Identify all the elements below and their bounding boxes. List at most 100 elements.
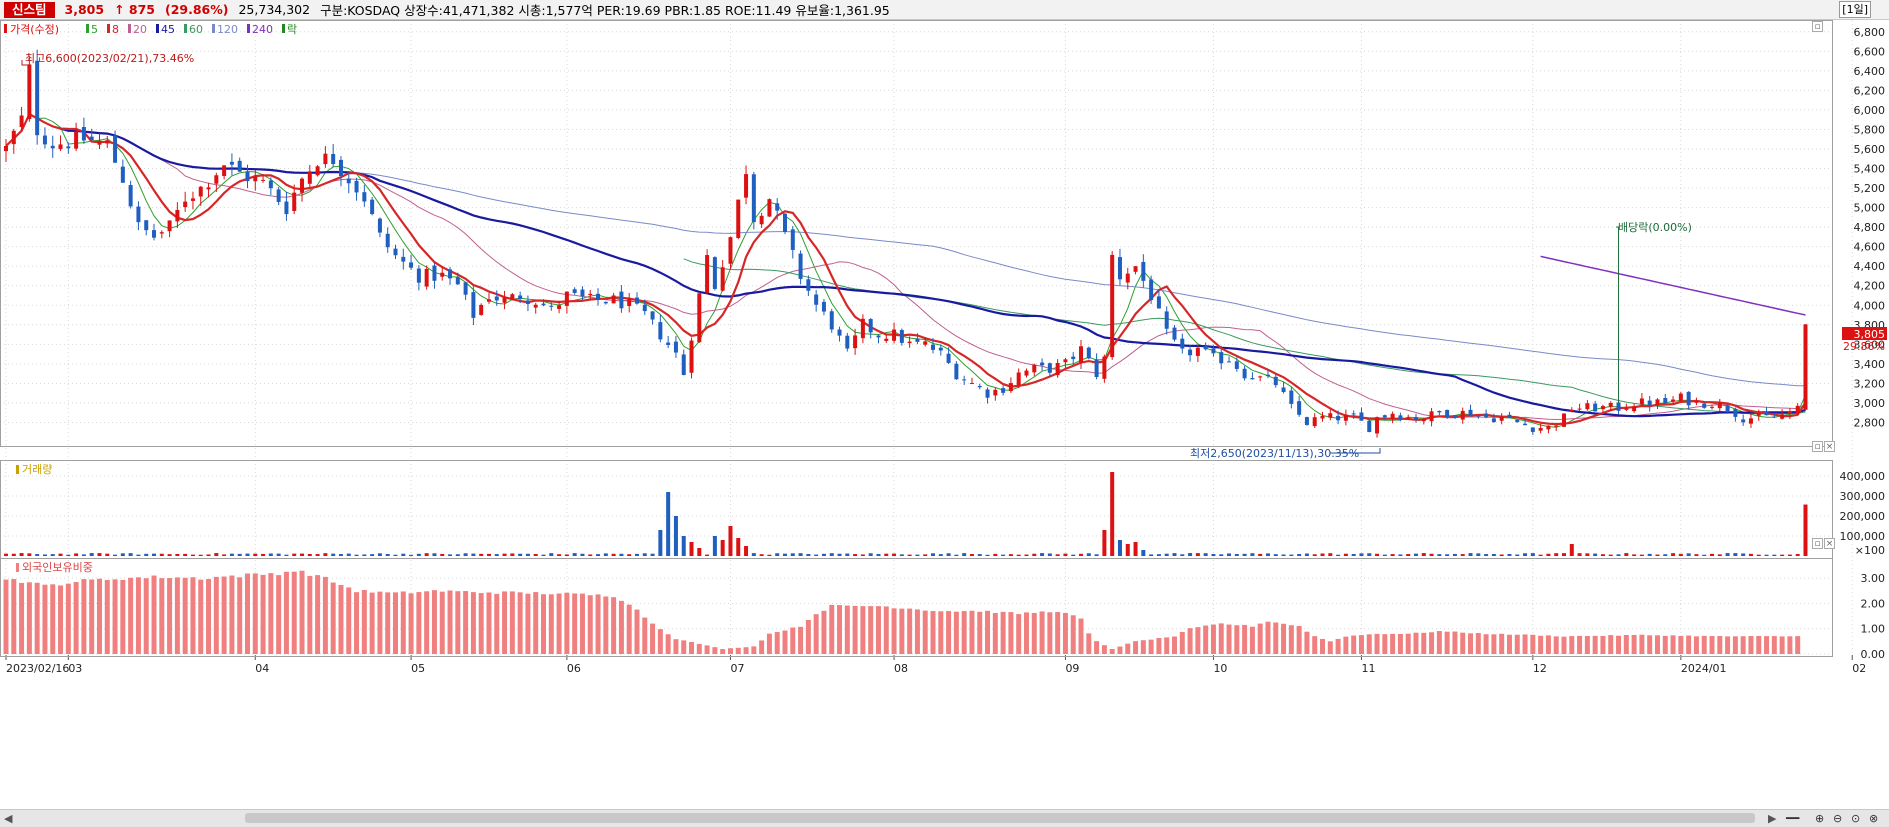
volume-bar bbox=[307, 554, 312, 556]
foreign-ratio-bar bbox=[1662, 635, 1668, 654]
candle-body bbox=[66, 146, 71, 149]
scroll-left-icon[interactable]: ◀ bbox=[4, 812, 13, 825]
foreign-ratio-bar bbox=[712, 647, 718, 654]
volume-bar bbox=[222, 554, 227, 556]
horizontal-scrollbar[interactable]: ◀ ▶ ━━ ⊕ ⊖ ⊙ ⊗ bbox=[0, 809, 1889, 827]
date-tick-label: 06 bbox=[567, 662, 581, 675]
foreign-ratio-bar bbox=[447, 590, 453, 654]
top-info-bar: 신스팀 3,805 ↑ 875 (29.86%) 25,734,302 구분:K… bbox=[0, 0, 1889, 20]
volume-bar bbox=[1686, 553, 1691, 556]
foreign-ratio-bar bbox=[268, 573, 274, 654]
candle-body bbox=[1164, 311, 1169, 329]
volume-tick-label: 300,000 bbox=[1840, 490, 1886, 503]
foreign-ratio-bar bbox=[626, 604, 632, 654]
volume-bar bbox=[1678, 553, 1683, 556]
price-panel-minimize-button[interactable]: ▫ bbox=[1812, 21, 1823, 32]
foreign-ratio-bar bbox=[1343, 636, 1349, 654]
candle-body bbox=[907, 341, 912, 344]
stock-chart[interactable]: 2,8003,0003,2003,4003,6003,8004,0004,200… bbox=[0, 20, 1889, 809]
candle-body bbox=[1686, 391, 1691, 406]
volume-bar bbox=[1164, 553, 1169, 556]
volume-bar bbox=[642, 553, 647, 556]
foreign-ratio-bar bbox=[1156, 637, 1162, 654]
foreign-ratio-bar bbox=[1055, 612, 1061, 654]
candle-body bbox=[954, 363, 959, 380]
zoom-in-icon[interactable]: ⊕ bbox=[1815, 812, 1825, 825]
foreign-ratio-bar bbox=[1429, 632, 1435, 654]
volume-bar bbox=[1515, 554, 1520, 556]
date-tick-label: 02 bbox=[1852, 662, 1866, 675]
candle-body bbox=[829, 311, 834, 330]
candle-body bbox=[1289, 390, 1294, 404]
foreign-ratio-bar bbox=[844, 605, 850, 654]
foreign-ratio-bar bbox=[1148, 639, 1154, 654]
candle-body bbox=[486, 299, 491, 302]
candle-body bbox=[1710, 406, 1715, 408]
foreign-ratio-bar bbox=[463, 591, 469, 654]
volume-bar bbox=[1117, 540, 1122, 556]
foreign-panel-minimize-button[interactable]: ▫ bbox=[1812, 538, 1823, 549]
foreign-ratio-bar bbox=[938, 611, 944, 654]
volume-panel-close-button[interactable]: × bbox=[1824, 441, 1835, 452]
volume-bar bbox=[424, 553, 429, 556]
volume-bar bbox=[1040, 553, 1045, 556]
candle-body bbox=[751, 174, 756, 223]
price-change-percent: (29.86%) bbox=[164, 2, 229, 17]
foreign-ratio-bar bbox=[525, 593, 531, 654]
candle-body bbox=[1086, 347, 1091, 359]
foreign-ratio-bar bbox=[1327, 641, 1333, 654]
candle-body bbox=[892, 329, 897, 341]
volume-bar bbox=[1102, 530, 1107, 556]
foreign-ratio-bar bbox=[517, 592, 523, 654]
scroll-thumb[interactable] bbox=[245, 813, 1755, 823]
stock-name-badge[interactable]: 신스팀 bbox=[4, 1, 55, 18]
foreign-ratio-bar bbox=[1608, 635, 1614, 654]
volume-panel-minimize-button[interactable]: ▫ bbox=[1812, 441, 1823, 452]
candle-body bbox=[1343, 414, 1348, 421]
candle-body bbox=[1359, 412, 1364, 421]
volume-bar bbox=[1741, 553, 1746, 556]
scroll-right-icon[interactable]: ▶ bbox=[1768, 812, 1777, 825]
foreign-ratio-bar bbox=[1187, 628, 1193, 654]
volume-bar bbox=[744, 546, 749, 556]
foreign-panel-title: 외국인보유비중 bbox=[22, 561, 93, 574]
volume-bar bbox=[1351, 553, 1356, 556]
moving-average-lines bbox=[5, 112, 1807, 428]
foreign-ratio-bar bbox=[486, 592, 492, 654]
volume-bar bbox=[767, 554, 772, 556]
candle-body bbox=[1219, 352, 1224, 364]
volume-bar bbox=[89, 553, 94, 556]
candle-body bbox=[837, 329, 842, 336]
foreign-ratio-bar bbox=[673, 639, 679, 654]
volume-bar bbox=[1343, 553, 1348, 556]
foreign-ratio-bar bbox=[556, 593, 562, 654]
candle-body bbox=[985, 389, 990, 398]
candle-body bbox=[175, 209, 180, 222]
candle-body bbox=[432, 265, 437, 281]
volume-bar bbox=[705, 554, 710, 556]
volume-bar bbox=[471, 553, 476, 556]
foreign-ratio-bar bbox=[922, 610, 928, 654]
zoom-reset-icon[interactable]: ⊗ bbox=[1869, 812, 1879, 825]
volume-bar bbox=[159, 553, 164, 556]
candle-body bbox=[814, 294, 819, 305]
foreign-ratio-bar bbox=[579, 593, 585, 654]
foreign-ratio-bar bbox=[720, 649, 726, 654]
chart-legend: 가격(수정) 5 8 20 45 60 120 240 락 bbox=[4, 23, 297, 36]
period-selector[interactable]: [1일] bbox=[1839, 1, 1871, 18]
candle-body bbox=[1585, 403, 1590, 410]
zoom-out-icon[interactable]: ⊖ bbox=[1833, 812, 1843, 825]
volume-bar bbox=[1172, 553, 1177, 556]
legend-ma-label: 5 bbox=[91, 23, 98, 36]
foreign-panel-close-button[interactable]: × bbox=[1824, 538, 1835, 549]
candle-body bbox=[167, 220, 172, 232]
volume-bar bbox=[572, 553, 577, 556]
zoom-fit-icon[interactable]: ⊙ bbox=[1851, 812, 1861, 825]
zoom-slider-icon[interactable]: ━━ bbox=[1786, 812, 1800, 825]
foreign-ratio-bar bbox=[868, 606, 874, 654]
foreign-ratio-bar bbox=[385, 592, 391, 654]
candle-body bbox=[354, 180, 359, 193]
volume-bar bbox=[1429, 553, 1434, 556]
volume-bar bbox=[798, 553, 803, 556]
foreign-ratio-bar bbox=[1358, 635, 1364, 654]
